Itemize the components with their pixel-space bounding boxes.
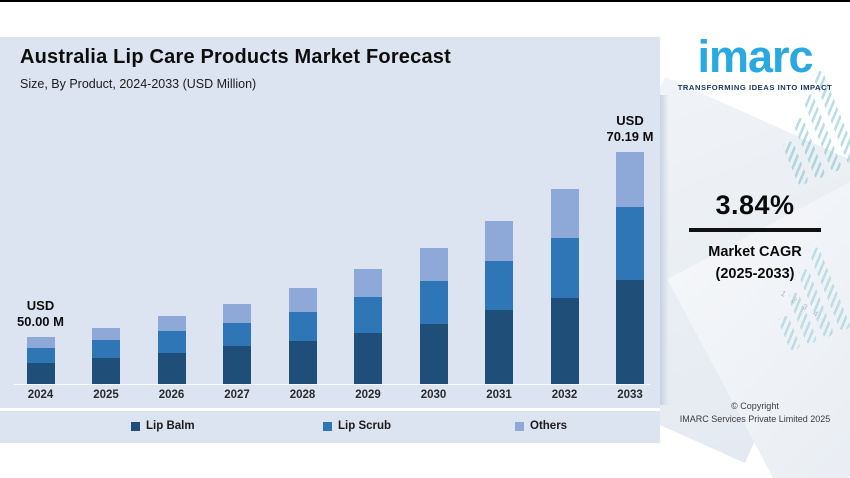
- chart-title: Australia Lip Care Products Market Forec…: [20, 46, 451, 68]
- bar-segment-lip-scrub: [616, 207, 644, 280]
- bar-segment-lip-balm: [157, 353, 186, 384]
- copyright-line2: IMARC Services Private Limited 2025: [679, 414, 831, 425]
- x-axis-label-2027: 2027: [224, 389, 250, 401]
- bar-segment-others: [26, 337, 55, 348]
- x-axis-label-2032: 2032: [551, 389, 578, 401]
- bar-segment-others: [550, 189, 579, 238]
- bar-2025: [92, 328, 120, 384]
- bar-segment-others: [288, 288, 317, 312]
- cagr-label-line2: (2025-2033): [715, 265, 795, 282]
- bar-2032: [550, 189, 579, 384]
- bar-segment-others: [419, 248, 448, 281]
- chart-legend: Lip Balm Lip Scrub Others: [0, 411, 660, 443]
- decorative-edge-shadow: [660, 95, 669, 405]
- bar-segment-lip-balm: [354, 333, 382, 384]
- bar-segment-lip-scrub: [550, 238, 579, 298]
- bar-segment-lip-balm: [92, 358, 120, 384]
- legend-item-lip-scrub: Lip Scrub: [323, 420, 391, 432]
- x-axis-baseline: [14, 384, 650, 385]
- bar-segment-others: [92, 328, 120, 340]
- bar-segment-others: [485, 221, 513, 261]
- cagr-divider-line: [689, 228, 821, 232]
- x-axis-label-2025: 2025: [93, 389, 119, 401]
- bar-2031: [485, 221, 513, 384]
- bar-segment-lip-scrub: [157, 331, 186, 353]
- bar-segment-lip-balm: [26, 363, 55, 384]
- bar-segment-others: [223, 304, 251, 323]
- data-label-2024: USD 50.00 M: [17, 297, 64, 329]
- legend-swatch: [323, 421, 332, 431]
- bar-2024: [26, 337, 55, 384]
- bar-2030: [419, 248, 448, 384]
- chart-subtitle: Size, By Product, 2024-2033 (USD Million…: [20, 77, 257, 91]
- bar-segment-lip-balm: [419, 324, 448, 384]
- bar-segment-lip-balm: [288, 341, 317, 384]
- bar-segment-lip-balm: [485, 310, 513, 384]
- copyright-notice: © Copyright IMARC Services Private Limit…: [665, 400, 845, 426]
- imarc-logo-tagline: TRANSFORMING IDEAS INTO IMPACT: [677, 83, 833, 92]
- bar-segment-lip-scrub: [354, 297, 382, 333]
- bar-2027: [223, 304, 251, 384]
- cagr-label-line1: Market CAGR: [708, 244, 802, 260]
- bar-segment-others: [616, 152, 644, 207]
- top-border-line: [0, 0, 850, 2]
- bar-segment-lip-balm: [223, 346, 251, 384]
- bar-2026: [157, 316, 186, 384]
- bar-segment-lip-scrub: [26, 348, 55, 363]
- brand-panel: 1 2 3 4 imarc TRANSFORMING IDEAS INTO IM…: [660, 0, 850, 478]
- bar-2028: [288, 288, 317, 384]
- bar-segment-lip-scrub: [223, 323, 251, 346]
- bar-segment-lip-scrub: [92, 340, 120, 358]
- bar-segment-lip-scrub: [288, 312, 317, 341]
- imarc-logo-wordmark: imarc: [697, 31, 813, 82]
- legend-label: Others: [530, 420, 568, 432]
- x-axis-label-2029: 2029: [355, 389, 381, 401]
- x-axis-label-2031: 2031: [486, 389, 512, 401]
- bar-segment-lip-scrub: [485, 261, 513, 310]
- bar-2029: [354, 269, 382, 384]
- bar-2033: [616, 152, 644, 384]
- imarc-logo: imarc TRANSFORMING IDEAS INTO IMPACT: [660, 34, 850, 92]
- legend-item-others: Others: [515, 420, 567, 432]
- copyright-line1: © Copyright: [731, 401, 779, 411]
- x-axis-label-2028: 2028: [289, 389, 316, 401]
- bar-segment-lip-balm: [550, 298, 579, 384]
- legend-swatch: [515, 421, 524, 431]
- chart-panel: 2024 USD 50.00 M 2025 2026 2027 2028 2029 2030 20…: [0, 37, 660, 408]
- bar-segment-others: [157, 316, 186, 331]
- bar-segment-lip-balm: [616, 280, 644, 384]
- cagr-value: 3.84%: [715, 190, 795, 220]
- market-cagr-block: 3.84% Market CAGR (2025-2033): [665, 190, 845, 286]
- cagr-label: Market CAGR (2025-2033): [665, 242, 845, 286]
- legend-label: Lip Scrub: [338, 420, 392, 432]
- x-axis-label-2024: 2024: [27, 389, 54, 401]
- stacked-bar-plot: 2024 USD 50.00 M 2025 2026 2027 2028 2029 2030 20…: [0, 37, 660, 401]
- bar-segment-lip-scrub: [419, 281, 448, 324]
- x-axis-label-2030: 2030: [420, 389, 447, 401]
- x-axis-label-2033: 2033: [617, 389, 643, 401]
- x-axis-label-2026: 2026: [158, 389, 185, 401]
- legend-item-lip-balm: Lip Balm: [131, 420, 195, 432]
- bar-segment-others: [354, 269, 382, 297]
- legend-label: Lip Balm: [146, 420, 195, 432]
- data-label-2033: USD 70.19 M: [606, 112, 654, 144]
- legend-swatch: [131, 421, 140, 431]
